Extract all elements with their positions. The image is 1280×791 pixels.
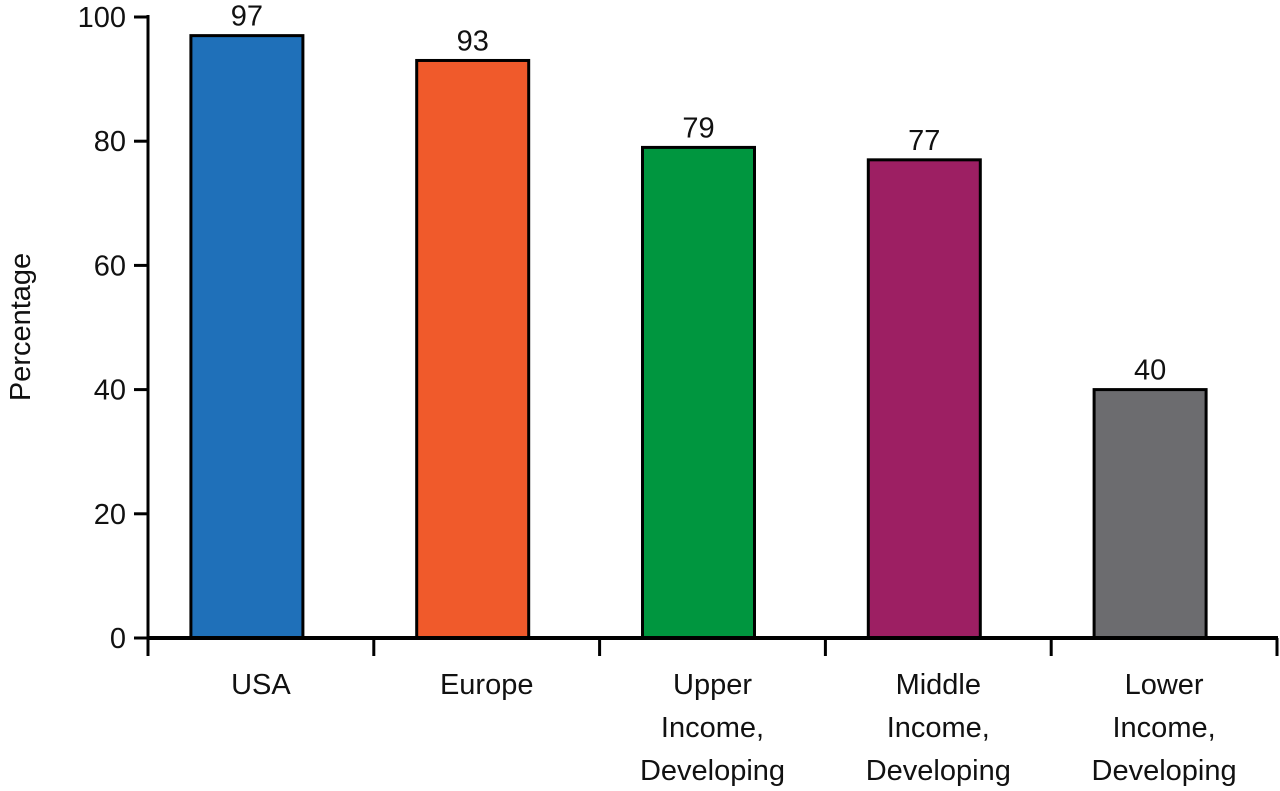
x-tick-label: Middle Income, Developing [866, 669, 1011, 787]
y-tick-label: 0 [110, 623, 126, 655]
y-tick-label: 20 [94, 499, 126, 531]
value-label: 79 [682, 112, 714, 144]
y-tick-label: 80 [94, 126, 126, 158]
bar [189, 34, 305, 640]
bar [415, 58, 531, 640]
x-tick-label: Lower Income, Developing [1092, 669, 1237, 787]
bar [641, 145, 756, 640]
y-tick-label: 100 [78, 2, 126, 34]
bar [1092, 388, 1208, 640]
value-label: 40 [1134, 355, 1166, 387]
value-label: 77 [908, 125, 940, 157]
value-label: 93 [457, 25, 489, 57]
x-tick-label: Europe [440, 669, 534, 701]
y-tick-label: 40 [94, 375, 126, 407]
x-tick-label: USA [231, 669, 291, 701]
x-tick-label: Upper Income, Developing [640, 669, 785, 787]
bar [866, 158, 982, 640]
value-label: 97 [231, 1, 263, 33]
y-axis-label: Percentage [5, 253, 37, 401]
y-tick-label: 60 [94, 250, 126, 282]
